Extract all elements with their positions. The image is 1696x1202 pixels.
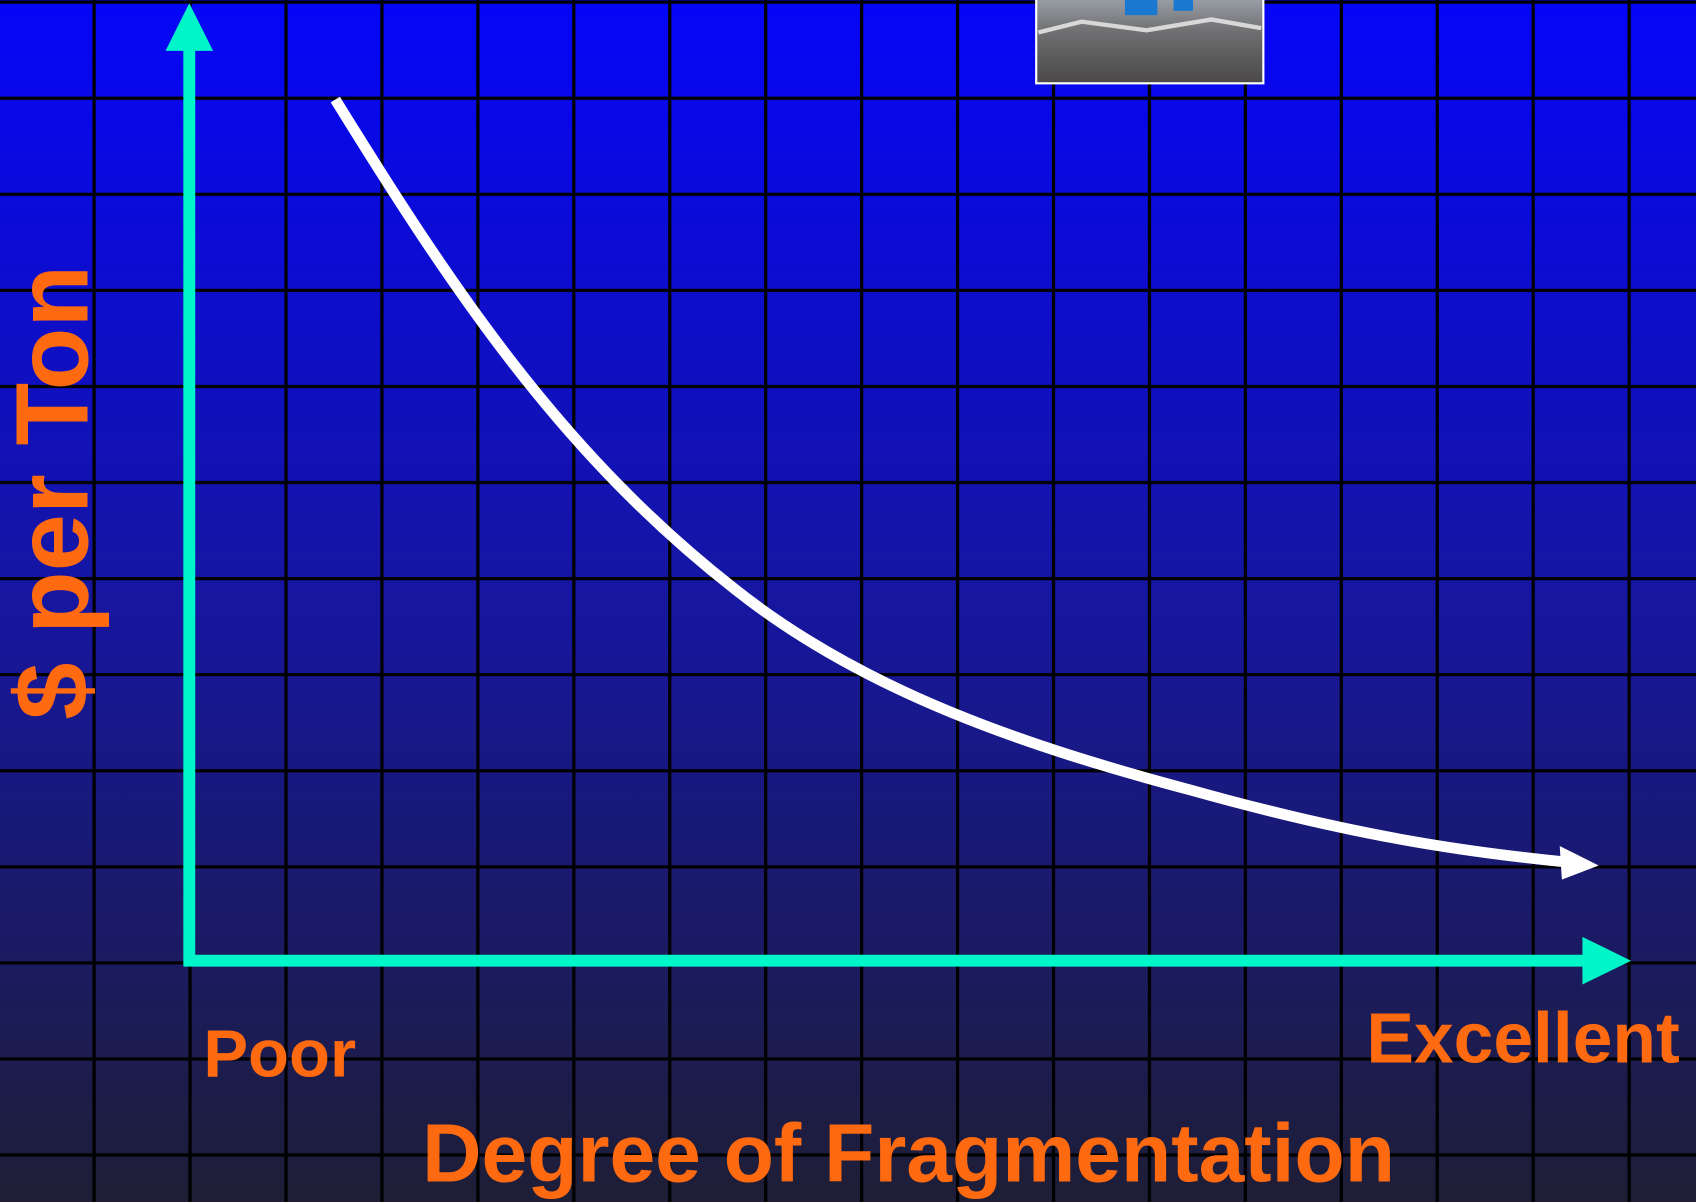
y-axis-label: $ per Ton [0,265,109,720]
axes [165,3,1632,985]
x-end-label: Excellent [1366,998,1679,1078]
photo [1035,0,1265,85]
x-start-label: Poor [203,1016,356,1091]
cost-curve [330,96,1599,880]
x-axis-label: Degree of Fragmentation [422,1108,1395,1199]
